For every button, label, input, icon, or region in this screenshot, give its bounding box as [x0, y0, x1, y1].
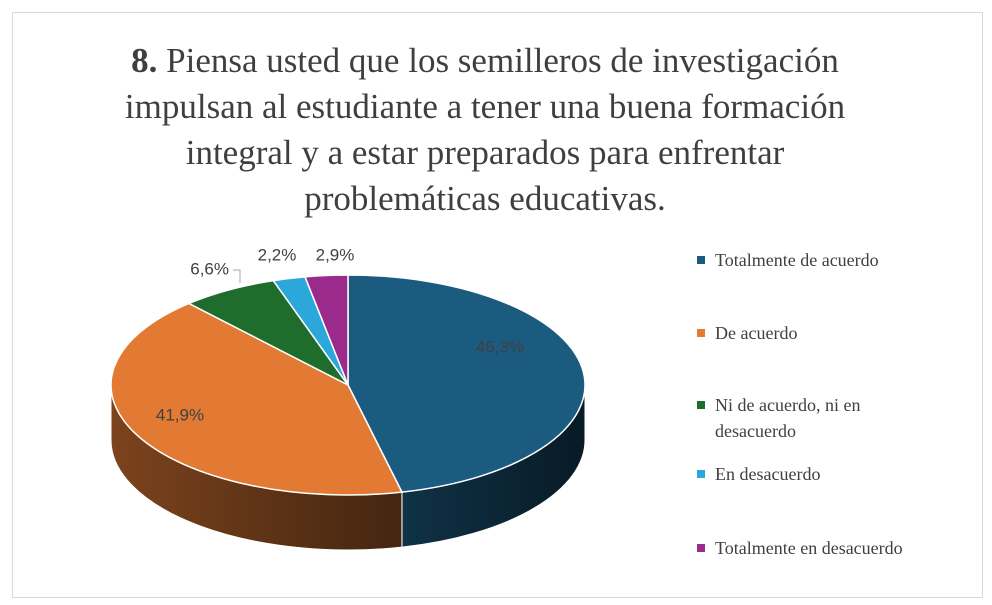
data-label: 41,9%: [156, 405, 204, 424]
legend-label: Ni de acuerdo, ni en desacuerdo: [715, 395, 861, 441]
legend-swatch: [697, 401, 705, 409]
chart-title: 8. Piensa usted que los semilleros de in…: [124, 41, 846, 218]
slice: [347, 274, 586, 493]
data-label: 6,6%: [190, 259, 229, 278]
data-label: 2,9%: [316, 245, 355, 264]
frame: [12, 12, 983, 598]
legend-item: Ni de acuerdo, ni en desacuerdo: [697, 392, 977, 444]
legend-item: Totalmente en desacuerdo: [697, 535, 977, 561]
legend-label: De acuerdo: [715, 323, 798, 343]
legend-swatch: [697, 544, 705, 552]
legend-item: De acuerdo: [697, 320, 977, 346]
data-label: 2,2%: [258, 245, 297, 264]
legend-swatch: [697, 256, 705, 264]
legend-swatch: [697, 329, 705, 337]
legend-label: Totalmente en desacuerdo: [715, 538, 903, 558]
legend-item: Totalmente de acuerdo: [697, 247, 977, 273]
slice: [303, 274, 349, 386]
legend-label: Totalmente de acuerdo: [715, 250, 879, 270]
leader-line: [233, 269, 241, 283]
legend-item: En desacuerdo: [697, 461, 977, 487]
legend-swatch: [697, 470, 705, 478]
legend-label: En desacuerdo: [715, 464, 821, 484]
slice: [110, 302, 404, 496]
data-label: 46,3%: [476, 337, 524, 356]
